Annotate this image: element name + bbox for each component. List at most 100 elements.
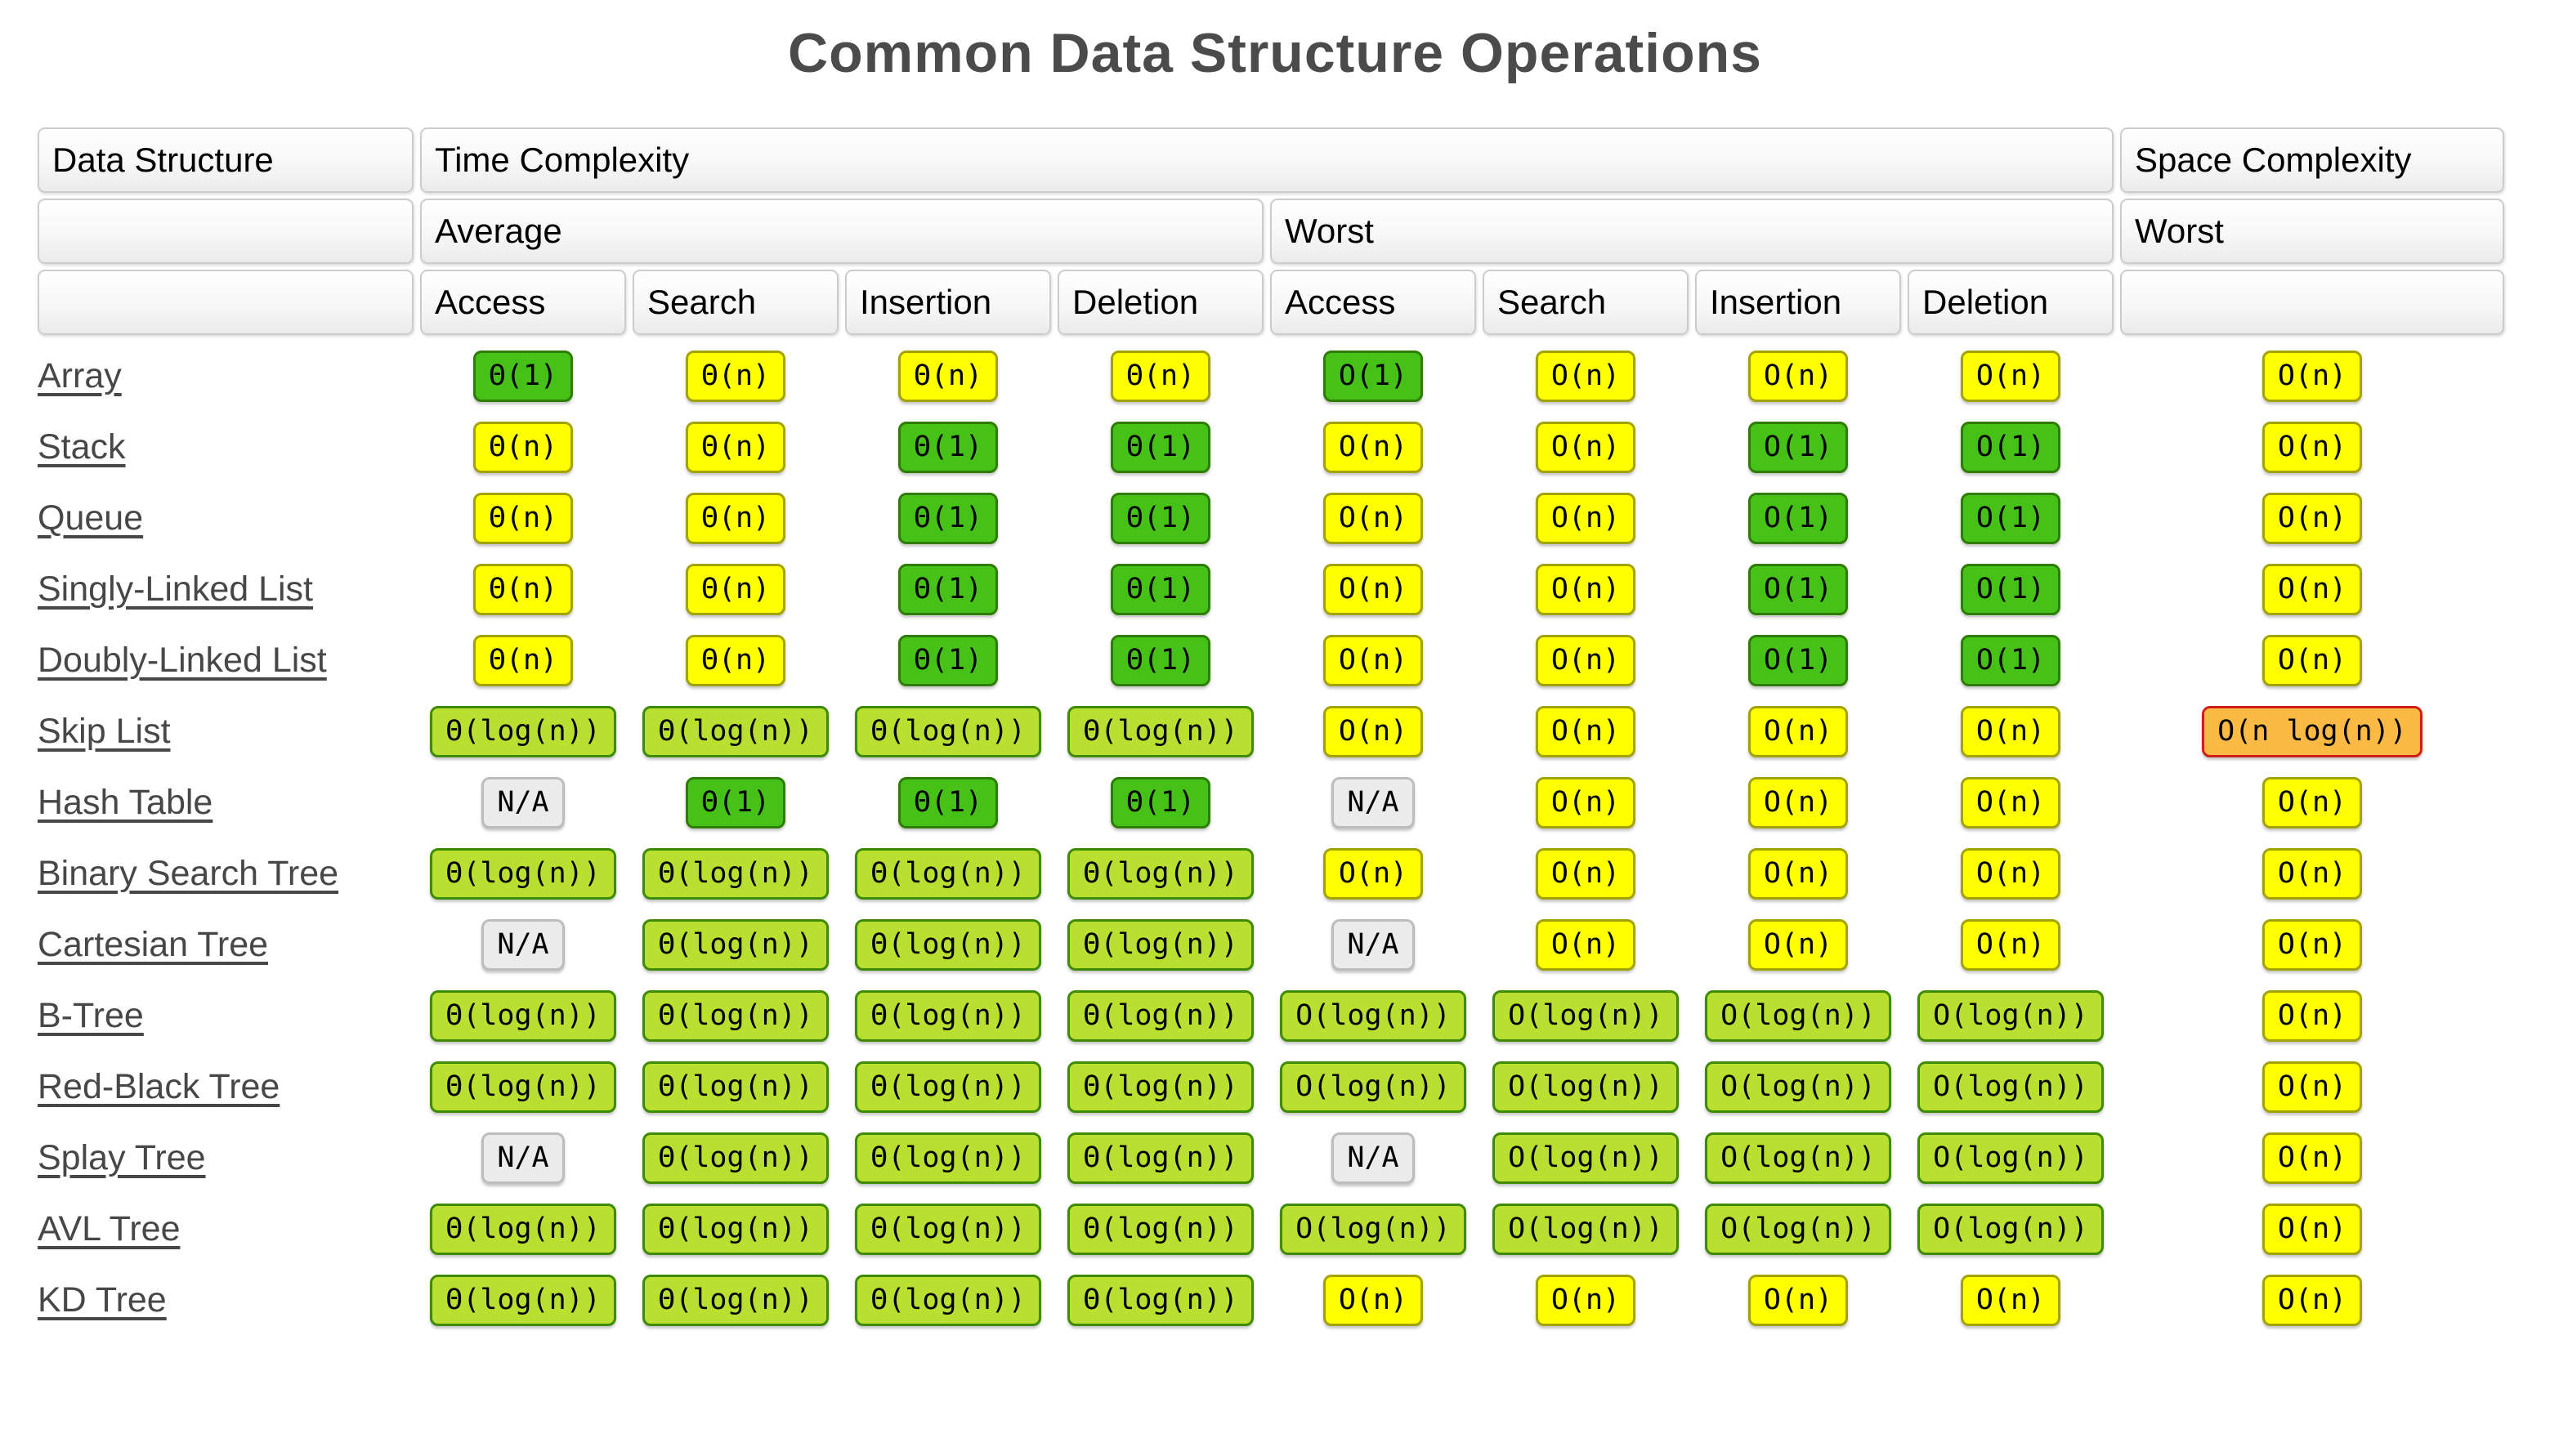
complexity-badge: O(log(n))	[1705, 1203, 1891, 1256]
cell-queue-0: Θ(n)	[420, 483, 626, 554]
cell-kd-tree-6: O(n)	[1695, 1265, 1901, 1336]
link-queue[interactable]: Queue	[38, 498, 144, 538]
complexity-badge: O(n)	[1322, 492, 1424, 545]
cell-avl-tree-7: O(log(n))	[1908, 1194, 2114, 1265]
complexity-badge: O(n)	[2261, 350, 2363, 403]
complexity-badge: O(n)	[1322, 421, 1424, 474]
cell-avl-tree-5: O(log(n))	[1483, 1194, 1689, 1265]
row-label-cell-queue: Queue	[38, 483, 414, 554]
complexity-badge: O(n)	[1535, 563, 1636, 616]
cell-b-tree-0: Θ(log(n))	[420, 980, 626, 1052]
complexity-badge: Θ(log(n))	[855, 918, 1041, 971]
complexity-badge: O(log(n))	[1917, 1061, 2104, 1114]
cell-b-tree-7: O(log(n))	[1908, 980, 2114, 1052]
link-skip-list[interactable]: Skip List	[38, 712, 171, 751]
cell-stack-0: Θ(n)	[420, 412, 626, 483]
complexity-badge: Θ(log(n))	[855, 1274, 1041, 1327]
complexity-badge: O(n)	[1960, 918, 2061, 971]
complexity-badge: O(n)	[1960, 705, 2061, 758]
cell-queue-5: O(n)	[1483, 483, 1689, 554]
cell-doubly-linked-list-7: O(1)	[1908, 625, 2114, 696]
complexity-badge: O(log(n))	[1917, 989, 2104, 1043]
cell-stack-5: O(n)	[1483, 412, 1689, 483]
complexity-badge: N/A	[1331, 1132, 1415, 1185]
link-splay-tree[interactable]: Splay Tree	[38, 1138, 206, 1177]
complexity-badge: Θ(log(n))	[855, 847, 1041, 900]
cell-singly-linked-list-0: Θ(n)	[420, 554, 626, 625]
row-label-cell-array: Array	[38, 341, 414, 412]
cell-avl-tree-0: Θ(log(n))	[420, 1194, 626, 1265]
complexity-badge: O(n)	[1960, 1274, 2061, 1327]
complexity-badge: Θ(1)	[897, 776, 999, 829]
complexity-badge: Θ(log(n))	[1067, 989, 1254, 1043]
cell-array-1: Θ(n)	[633, 341, 839, 412]
complexity-badge: O(n)	[1535, 421, 1636, 474]
complexity-badge: Θ(1)	[1110, 776, 1211, 829]
complexity-badge: Θ(log(n))	[1067, 705, 1254, 758]
cell-skip-list-4: O(n)	[1270, 696, 1476, 767]
cell-red-black-tree-4: O(log(n))	[1270, 1052, 1476, 1123]
link-doubly-linked-list[interactable]: Doubly-Linked List	[38, 641, 327, 680]
link-red-black-tree[interactable]: Red-Black Tree	[38, 1067, 280, 1106]
complexity-badge: O(n)	[2261, 421, 2363, 474]
link-binary-search-tree[interactable]: Binary Search Tree	[38, 854, 339, 893]
cell-doubly-linked-list-1: Θ(n)	[633, 625, 839, 696]
complexity-badge: Θ(n)	[685, 350, 786, 403]
link-singly-linked-list[interactable]: Singly-Linked List	[38, 569, 314, 609]
complexity-badge: Θ(log(n))	[430, 989, 616, 1043]
cell-array-8: O(n)	[2120, 341, 2504, 412]
link-avl-tree[interactable]: AVL Tree	[38, 1209, 181, 1248]
cell-kd-tree-5: O(n)	[1483, 1265, 1689, 1336]
complexity-badge: O(n)	[2261, 1132, 2363, 1185]
complexity-table: Data Structure Time Complexity Space Com…	[38, 127, 2504, 1336]
cell-avl-tree-2: Θ(log(n))	[845, 1194, 1051, 1265]
cell-avl-tree-6: O(log(n))	[1695, 1194, 1901, 1265]
cell-array-2: Θ(n)	[845, 341, 1051, 412]
cell-stack-3: Θ(1)	[1058, 412, 1264, 483]
header-empty-cell	[2120, 270, 2504, 335]
cell-stack-4: O(n)	[1270, 412, 1476, 483]
link-hash-table[interactable]: Hash Table	[38, 783, 213, 822]
cell-cartesian-tree-3: Θ(log(n))	[1058, 909, 1264, 980]
link-array[interactable]: Array	[38, 356, 122, 395]
cell-stack-7: O(1)	[1908, 412, 2114, 483]
cell-splay-tree-7: O(log(n))	[1908, 1123, 2114, 1194]
row-label-cell-b-tree: B-Tree	[38, 980, 414, 1052]
cell-singly-linked-list-1: Θ(n)	[633, 554, 839, 625]
cell-avl-tree-1: Θ(log(n))	[633, 1194, 839, 1265]
complexity-badge: O(n)	[2261, 776, 2363, 829]
row-label-cell-doubly-linked-list: Doubly-Linked List	[38, 625, 414, 696]
cell-skip-list-7: O(n)	[1908, 696, 2114, 767]
cell-singly-linked-list-3: Θ(1)	[1058, 554, 1264, 625]
link-cartesian-tree[interactable]: Cartesian Tree	[38, 925, 269, 964]
complexity-badge: O(n)	[1322, 563, 1424, 616]
header-worst: Worst	[1270, 199, 2114, 264]
complexity-badge: O(n)	[2261, 634, 2363, 687]
cell-binary-search-tree-2: Θ(log(n))	[845, 838, 1051, 909]
cell-skip-list-5: O(n)	[1483, 696, 1689, 767]
cell-singly-linked-list-5: O(n)	[1483, 554, 1689, 625]
link-b-tree[interactable]: B-Tree	[38, 996, 144, 1035]
cell-hash-table-3: Θ(1)	[1058, 767, 1264, 838]
header-space-complexity: Space Complexity	[2120, 127, 2504, 193]
cell-queue-1: Θ(n)	[633, 483, 839, 554]
complexity-badge: Θ(n)	[472, 563, 574, 616]
link-stack[interactable]: Stack	[38, 427, 126, 467]
page-title: Common Data Structure Operations	[788, 22, 1762, 84]
cell-cartesian-tree-6: O(n)	[1695, 909, 1901, 980]
header-op-search-worst: Search	[1483, 270, 1689, 335]
complexity-badge: O(n)	[1747, 847, 1849, 900]
complexity-badge: O(n)	[1747, 918, 1849, 971]
complexity-badge: O(n)	[2261, 1203, 2363, 1256]
cell-binary-search-tree-7: O(n)	[1908, 838, 2114, 909]
cell-array-3: Θ(n)	[1058, 341, 1264, 412]
row-label-cell-hash-table: Hash Table	[38, 767, 414, 838]
complexity-badge: O(n)	[1747, 350, 1849, 403]
cell-binary-search-tree-3: Θ(log(n))	[1058, 838, 1264, 909]
cell-avl-tree-4: O(log(n))	[1270, 1194, 1476, 1265]
complexity-badge: Θ(log(n))	[1067, 1132, 1254, 1185]
link-kd-tree[interactable]: KD Tree	[38, 1280, 167, 1320]
complexity-badge: Θ(n)	[685, 634, 786, 687]
cell-binary-search-tree-6: O(n)	[1695, 838, 1901, 909]
cell-doubly-linked-list-2: Θ(1)	[845, 625, 1051, 696]
